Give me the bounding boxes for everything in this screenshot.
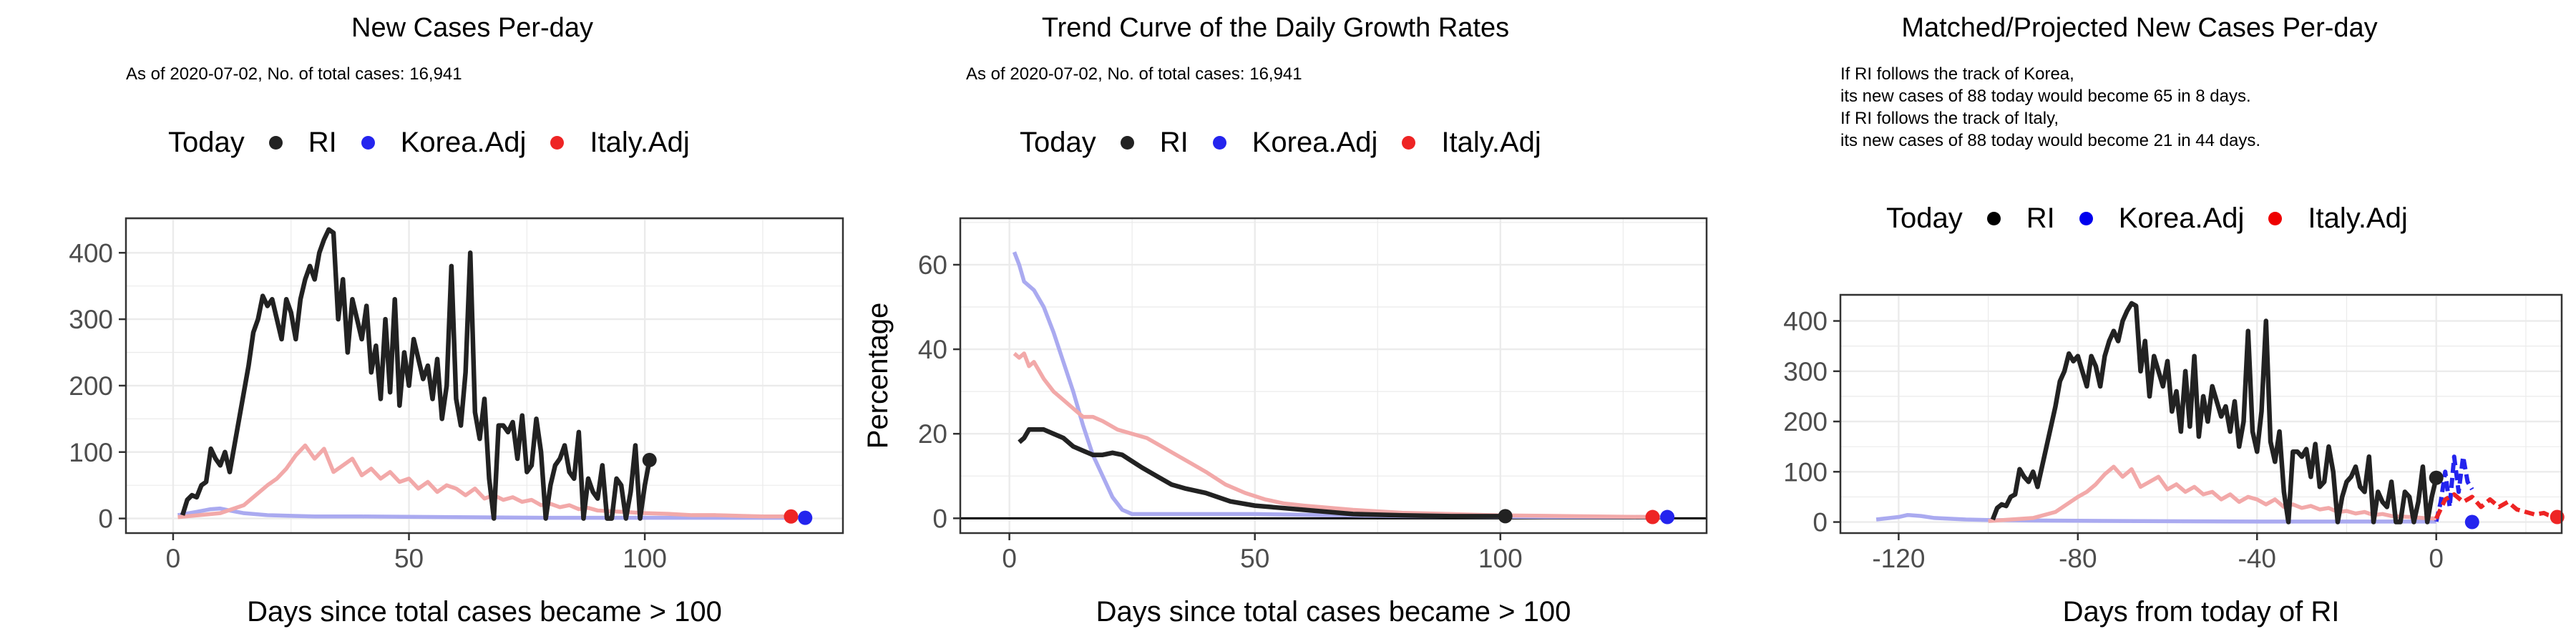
- x-tick-label: 50: [394, 544, 424, 573]
- today-point-italy-adj: [1645, 509, 1660, 525]
- x-axis-label: Days from today of RI: [2063, 596, 2340, 628]
- x-axis-label: Days since total cases became > 100: [1096, 596, 1571, 628]
- y-tick-label: 200: [1783, 407, 1828, 436]
- y-tick-label: 100: [1783, 457, 1828, 487]
- y-tick-label: 400: [1783, 307, 1828, 336]
- chart-title: Matched/Projected New Cases Per-day: [1901, 13, 2378, 43]
- x-tick-label: 0: [166, 544, 181, 573]
- chart-title: New Cases Per-day: [351, 13, 593, 43]
- legend-dot-korea: [1212, 136, 1226, 150]
- series-line-korea-adj: [1875, 512, 2436, 524]
- legend-dot-ri: [1120, 136, 1134, 150]
- chart-projected: -120 -80 -40 0 0 100 200 300 400 Days from today …: [1783, 293, 2565, 628]
- legend-dot-korea: [2079, 212, 2093, 225]
- legend-item-ri: RI: [1120, 127, 1189, 159]
- series-line-italy-adj: [1988, 464, 2436, 523]
- x-tick-label: -80: [2059, 544, 2097, 573]
- plot-border: [1839, 293, 2563, 535]
- panel-growth-rates: Trend Curve of the Daily Growth Rates As…: [859, 0, 1717, 644]
- legend-label-italy: Italy.Adj: [2308, 203, 2408, 234]
- series-projection-korea-adj: [2434, 454, 2474, 522]
- x-tick-label: 0: [2429, 544, 2444, 573]
- legend-item-korea: Korea.Adj: [1212, 127, 1378, 159]
- series-line-ri: [1990, 301, 2439, 525]
- x-tick-label: 0: [1002, 544, 1017, 573]
- legend-dot-italy: [550, 136, 565, 150]
- y-tick-label: 100: [69, 438, 113, 467]
- legend-label-korea: Korea.Adj: [1252, 127, 1378, 158]
- y-tick-label: 40: [918, 335, 947, 364]
- legend-label-italy: Italy.Adj: [1441, 127, 1541, 158]
- legend-dot-korea: [361, 136, 375, 150]
- panel-new-cases: New Cases Per-day As of 2020-07-02, No. …: [0, 0, 859, 644]
- chart-title: Trend Curve of the Daily Growth Rates: [1041, 13, 1510, 43]
- legend-item-italy: Italy.Adj: [1402, 127, 1541, 159]
- today-point-korea-adj: [798, 510, 813, 525]
- legend-item-korea: Korea.Adj: [361, 127, 527, 159]
- legend-item-italy: Italy.Adj: [550, 127, 690, 159]
- chart-subtitle: As of 2020-07-02, No. of total cases: 16…: [126, 64, 462, 84]
- legend-title: Today: [1020, 127, 1096, 158]
- legend-dot-italy: [1402, 136, 1416, 150]
- y-axis-label: Percentage: [862, 303, 894, 449]
- x-tick-label: -120: [1872, 544, 1925, 573]
- series-line-ri: [180, 227, 652, 521]
- legend-item-ri: RI: [1986, 203, 2055, 235]
- series-line-italy-adj: [177, 443, 791, 519]
- series-line-italy-adj: [1013, 351, 1653, 519]
- today-point-italy-adj: [784, 509, 799, 524]
- today-point-ri: [2429, 470, 2444, 485]
- y-tick-label: 0: [1813, 508, 1828, 537]
- today-point-ri: [642, 452, 657, 467]
- x-axis-label: Days since total cases became > 100: [247, 596, 722, 628]
- y-tick-label: 0: [98, 504, 113, 534]
- series-projection-italy-adj: [2434, 492, 2559, 519]
- chart-subtitle: If RI follows the track of Korea, its ne…: [1840, 64, 2261, 150]
- y-tick-label: 300: [69, 305, 113, 334]
- legend-item-italy: Italy.Adj: [2268, 203, 2408, 235]
- today-point-korea-adj: [1660, 509, 1675, 525]
- panel-projected: Matched/Projected New Cases Per-day If R…: [1717, 0, 2576, 644]
- chart-legend: Today RI Korea.Adj Italy.Adj: [168, 127, 714, 159]
- chart-new-cases: 0 50 100 0 100 200 300 400 Days since total case…: [69, 217, 844, 628]
- plot-border: [959, 217, 1708, 535]
- today-point-ri: [1498, 509, 1513, 524]
- legend-label-ri: RI: [1159, 127, 1189, 158]
- chart-growth-rates: 0 50 100 0 20 40 60 Days since total cases beca…: [862, 217, 1708, 628]
- y-tick-label: 0: [932, 504, 947, 533]
- y-tick-label: 300: [1783, 357, 1828, 386]
- x-tick-label: 50: [1240, 544, 1269, 573]
- legend-label-korea: Korea.Adj: [400, 127, 527, 158]
- legend-label-korea: Korea.Adj: [2118, 203, 2245, 234]
- legend-dot-ri: [1986, 212, 2001, 225]
- today-point-italy-adj: [2550, 509, 2565, 525]
- legend-label-ri: RI: [2026, 203, 2055, 234]
- legend-title: Today: [1886, 203, 1963, 234]
- y-tick-label: 20: [918, 419, 947, 449]
- plot-border: [125, 217, 844, 535]
- chart-legend: Today RI Korea.Adj Italy.Adj: [1020, 127, 1566, 159]
- series-line-ri: [1018, 427, 1506, 519]
- y-tick-label: 200: [69, 371, 113, 401]
- y-tick-label: 60: [918, 250, 947, 280]
- y-tick-label: 400: [69, 238, 113, 268]
- legend-item-ri: RI: [268, 127, 337, 159]
- chart-subtitle: As of 2020-07-02, No. of total cases: 16…: [966, 64, 1302, 84]
- legend-item-korea: Korea.Adj: [2079, 203, 2245, 235]
- legend-dot-italy: [2268, 212, 2283, 225]
- x-tick-label: 100: [1478, 544, 1523, 573]
- legend-title: Today: [168, 127, 245, 158]
- x-tick-label: -40: [2238, 544, 2276, 573]
- chart-legend: Today RI Korea.Adj Italy.Adj: [1886, 203, 2432, 235]
- series-line-korea-adj: [1012, 251, 1668, 519]
- legend-dot-ri: [268, 136, 283, 150]
- legend-label-italy: Italy.Adj: [590, 127, 690, 158]
- legend-label-ri: RI: [308, 127, 337, 158]
- x-tick-label: 100: [623, 544, 667, 573]
- today-point-korea-adj: [2464, 514, 2479, 530]
